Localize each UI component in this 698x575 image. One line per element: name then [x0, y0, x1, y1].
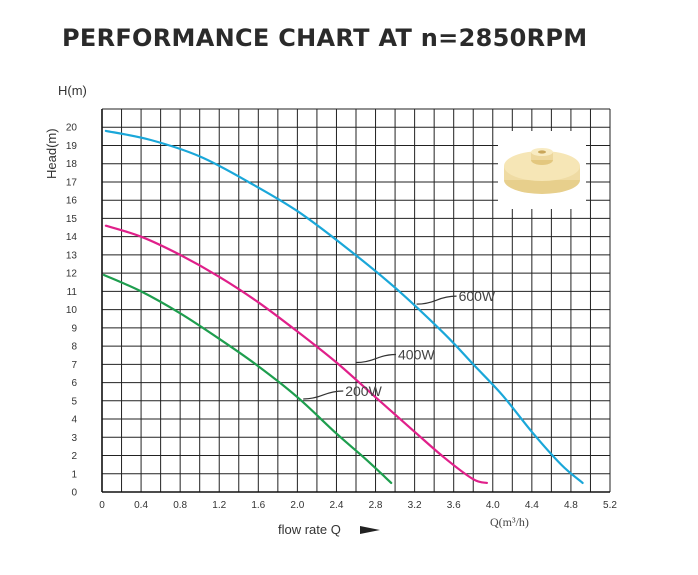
y-tick-label: 12: [66, 269, 78, 280]
y-tick-label: 16: [66, 196, 78, 207]
axis-ticks: 0 0.4 0.8 1.2 1.6 2.0 2.4 2.8 3.2 3.6 4.0 4.4 4.8 5.2…: [66, 123, 618, 511]
y-tick-label: 8: [71, 342, 77, 353]
arrow-right-icon: [360, 526, 380, 534]
series-label-600w: 600W: [459, 288, 496, 304]
series-label-200w: 200W: [345, 383, 382, 399]
y-tick-label: 9: [71, 323, 77, 334]
series-line-400w: [104, 224, 488, 484]
y-axis-top-label: H(m): [58, 83, 87, 98]
x-tick-label: 2.8: [369, 500, 383, 511]
y-tick-label: 2: [71, 451, 77, 462]
x-tick-label: 4.8: [564, 500, 578, 511]
leader-line: [303, 390, 344, 400]
y-tick-label: 19: [66, 141, 78, 152]
x-tick-label: 5.2: [603, 500, 617, 511]
series-label-400w: 400W: [398, 347, 435, 363]
x-tick-label: 2.4: [330, 500, 344, 511]
chart-title: PERFORMANCE CHART AT n=2850RPM: [62, 24, 588, 52]
series-labels: 600W 400W 200W: [303, 288, 496, 400]
y-tick-label: 14: [66, 232, 78, 243]
y-tick-label: 5: [71, 396, 77, 407]
x-tick-label: 4.4: [525, 500, 539, 511]
x-tick-label: 4.0: [486, 500, 500, 511]
y-tick-label: 13: [66, 250, 78, 261]
x-tick-label: 3.2: [408, 500, 422, 511]
curves: [102, 129, 584, 484]
x-tick-label: 1.6: [251, 500, 265, 511]
y-tick-label: 7: [71, 360, 77, 371]
y-tick-label: 11: [67, 287, 78, 298]
series-line-600w: [104, 129, 584, 484]
x-axis-label: flow rate Q: [278, 522, 341, 537]
x-tick-label: 2.0: [290, 500, 304, 511]
x-tick-label: 1.2: [212, 500, 226, 511]
impeller-photo-icon: [498, 131, 586, 209]
leader-line: [416, 295, 457, 305]
x-tick-label: 3.6: [447, 500, 461, 511]
x-axis-unit: Q(m³/h): [490, 515, 529, 529]
y-tick-label: 15: [66, 214, 78, 225]
y-tick-label: 0: [71, 488, 77, 499]
x-tick-label: 0: [99, 500, 105, 511]
y-tick-label: 20: [66, 123, 78, 134]
y-tick-label: 17: [66, 177, 78, 188]
y-tick-label: 4: [71, 415, 77, 426]
leader-line: [355, 353, 397, 364]
y-tick-label: 6: [71, 378, 77, 389]
y-tick-label: 18: [66, 159, 78, 170]
x-tick-label: 0.8: [173, 500, 187, 511]
y-axis-label: Head(m): [44, 128, 59, 179]
y-tick-label: 3: [71, 433, 77, 444]
series-line-200w: [102, 273, 393, 484]
x-tick-label: 0.4: [134, 500, 148, 511]
y-tick-label: 1: [71, 469, 77, 480]
y-tick-label: 10: [66, 305, 78, 316]
